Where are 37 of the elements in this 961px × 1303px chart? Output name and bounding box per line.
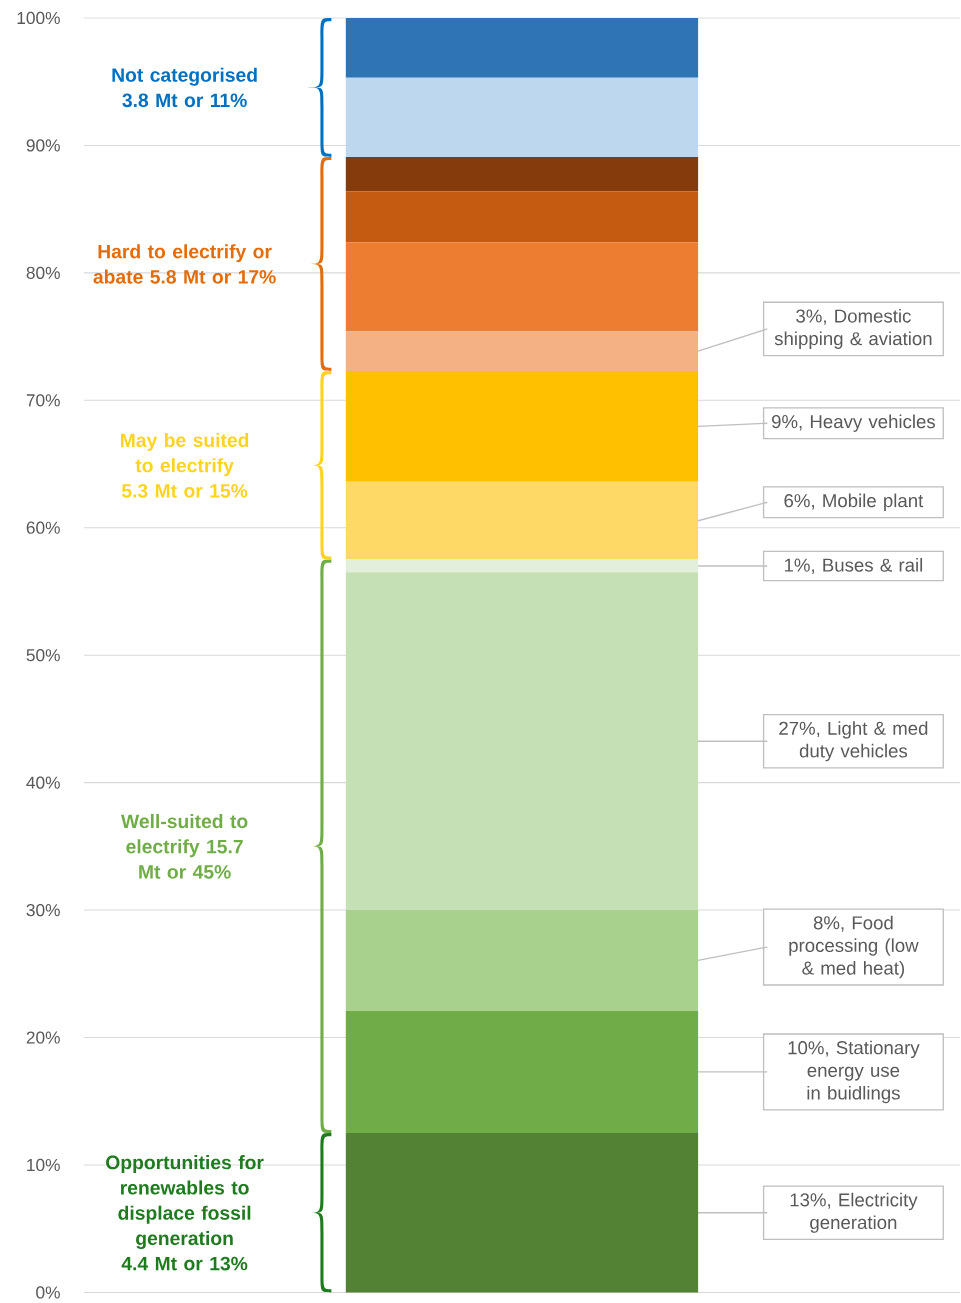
text: 27%, Light & med duty vehicles	[779, 721, 928, 762]
bar	[346, 77, 699, 157]
text: 6%, Mobile plant	[784, 493, 924, 511]
bar	[346, 191, 699, 243]
bar	[346, 370, 699, 482]
bar	[346, 1133, 699, 1293]
text: 13%, Electricity generation	[790, 1192, 918, 1233]
bar	[346, 910, 699, 1011]
text: 10%, Stationary energy use in buidlings	[788, 1040, 920, 1104]
text: 1%, Buses & rail	[785, 558, 923, 574]
annotation: Hard to electrify or abate 5.8 Mt or 17%	[93, 244, 276, 284]
text: 3%, Domestic shipping & aviation	[774, 308, 932, 349]
annotation: Well-suited to electrify 15.7 Mt or 45%	[121, 814, 248, 879]
y-tick-label: 100%	[17, 11, 61, 25]
annotation: Opportunities for renewables to displace fossil generation 4.4 Mt or 13%	[106, 1155, 264, 1271]
y-tick-label: 90%	[26, 139, 61, 152]
bar	[346, 1010, 699, 1134]
bar	[346, 572, 699, 911]
text: 9%, Heavy vehicles	[772, 414, 936, 432]
text: 8%, Food processing (low & med heat)	[789, 915, 919, 979]
bar	[346, 559, 699, 573]
y-tick-label: 70%	[26, 394, 61, 407]
y-tick-label: 30%	[26, 903, 61, 917]
bar	[346, 156, 699, 192]
bar	[346, 481, 699, 560]
y-tick-label: 40%	[26, 776, 61, 789]
bar	[346, 242, 699, 332]
y-tick-label: 50%	[26, 649, 61, 662]
annotation: May be suited to electrify 5.3 Mt or 15%	[121, 432, 249, 498]
y-tick-label: 0%	[36, 1286, 61, 1299]
y-tick-label: 20%	[26, 1031, 61, 1044]
bar	[346, 17, 699, 78]
y-tick-label: 80%	[26, 266, 61, 279]
y-tick-label: 10%	[27, 1158, 61, 1172]
annotation: Not categorised 3.8 Mt or 11%	[112, 67, 257, 108]
y-tick-label: 60%	[26, 521, 61, 534]
bar	[346, 331, 699, 371]
